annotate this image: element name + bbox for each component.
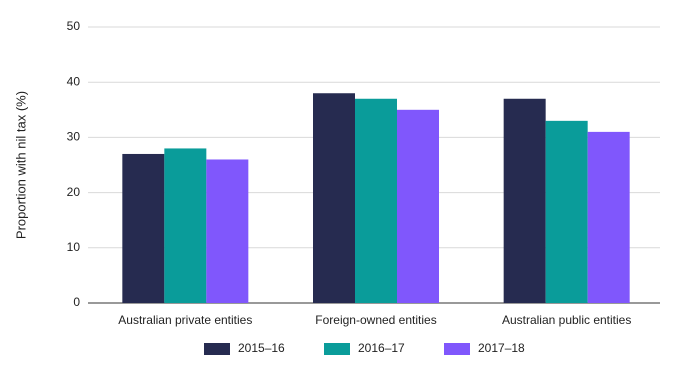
bar xyxy=(503,98,546,303)
y-axis-label: Proportion with nil tax (%) xyxy=(13,91,28,239)
y-tick-label: 10 xyxy=(67,240,81,254)
bar xyxy=(397,109,439,303)
bar xyxy=(587,131,630,303)
y-tick-label: 20 xyxy=(67,185,81,199)
bar xyxy=(122,153,165,303)
legend-swatch xyxy=(444,343,470,355)
bar xyxy=(313,93,355,304)
legend-label: 2017–18 xyxy=(478,341,525,355)
legend-label: 2015–16 xyxy=(238,341,285,355)
legend-swatch xyxy=(204,343,230,355)
legend-label: 2016–17 xyxy=(358,341,405,355)
bar xyxy=(164,148,207,303)
y-tick-label: 0 xyxy=(73,295,80,309)
bar xyxy=(355,98,397,303)
y-tick-label: 40 xyxy=(67,74,81,88)
legend-swatch xyxy=(324,343,350,355)
x-tick-label: Australian private entities xyxy=(118,313,252,327)
bar xyxy=(206,159,249,303)
x-tick-label: Australian public entities xyxy=(502,313,631,327)
x-tick-label: Foreign-owned entities xyxy=(315,313,436,327)
y-tick-label: 50 xyxy=(67,19,81,33)
bar xyxy=(545,120,588,303)
y-tick-label: 30 xyxy=(67,130,81,144)
